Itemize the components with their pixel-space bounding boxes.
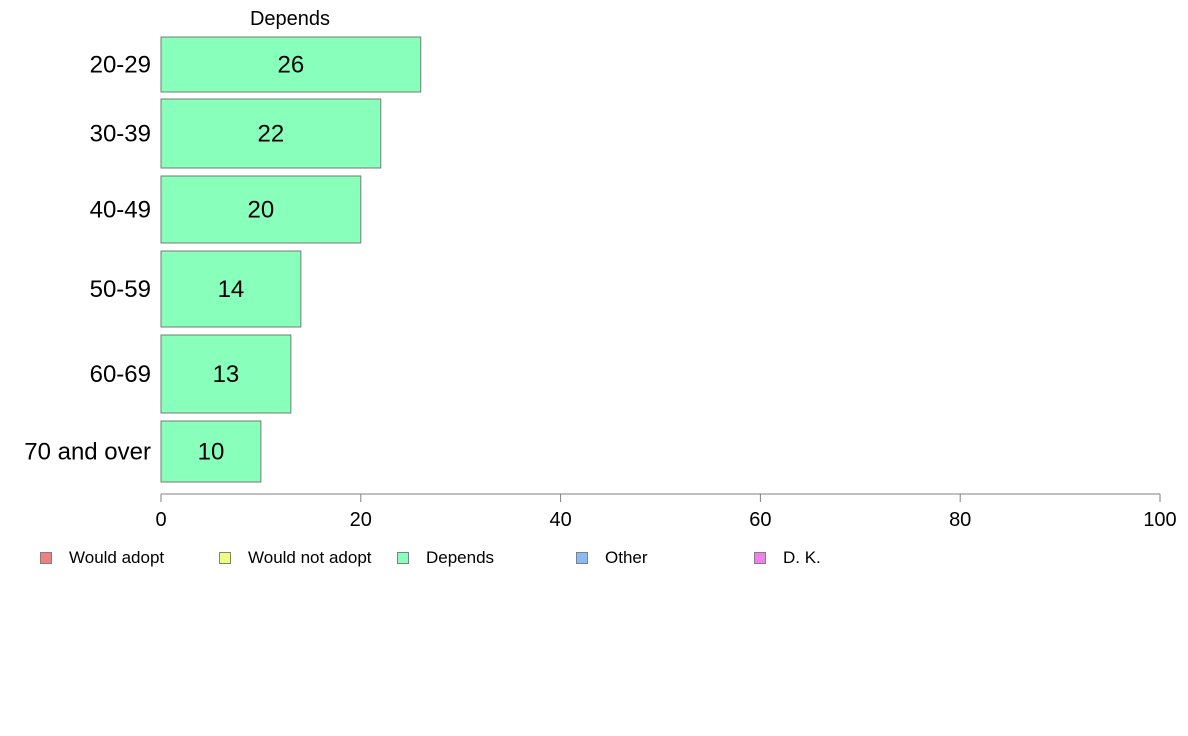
- bar-40-49: [160, 175, 362, 244]
- data-label: 14: [218, 276, 245, 303]
- data-label: 26: [278, 52, 305, 79]
- x-tick-label: 40: [549, 509, 571, 531]
- x-tick-label: 80: [949, 509, 971, 531]
- legend-swatch: [40, 552, 52, 564]
- bar-60-69: [160, 334, 292, 414]
- legend-swatch: [397, 552, 409, 564]
- x-tick-label: 100: [1143, 509, 1176, 531]
- category-label: 40-49: [90, 197, 151, 224]
- category-label: 70 and over: [24, 439, 151, 466]
- x-tick-label: 60: [749, 509, 771, 531]
- legend-item-other: Other: [576, 546, 648, 570]
- legend-swatch: [754, 552, 766, 564]
- legend-label: Would adopt: [69, 548, 165, 567]
- chart-title: Depends: [250, 8, 330, 30]
- legend-label: Would not adopt: [248, 548, 372, 567]
- bar-20-29: [160, 36, 422, 93]
- category-label: 60-69: [90, 361, 151, 388]
- bar-chart: Depends 26 20-29 22 30-39 20 40-49 14 50-59 13 60…: [24, 8, 1176, 531]
- legend-label: Depends: [426, 548, 495, 567]
- legend-item-would-adopt: Would adopt: [40, 546, 164, 570]
- bar-70-and-over: [160, 420, 262, 483]
- category-label: 50-59: [90, 276, 151, 303]
- legend-swatch: [219, 552, 231, 564]
- category-label: 30-39: [90, 121, 151, 148]
- legend-item-dk: D. K.: [754, 546, 821, 570]
- data-label: 20: [248, 197, 275, 224]
- legend-swatch: [576, 552, 588, 564]
- data-label: 22: [258, 121, 285, 148]
- x-tick-label: 20: [350, 509, 372, 531]
- legend-item-depends: Depends: [397, 546, 494, 570]
- legend-item-would-not-adopt: Would not adopt: [219, 546, 372, 570]
- data-label: 10: [198, 439, 225, 466]
- legend-label: Other: [605, 548, 648, 567]
- bar-50-59: [160, 250, 302, 328]
- data-label: 13: [213, 361, 240, 388]
- legend-label: D. K.: [783, 548, 821, 567]
- legend: Would adopt Would not adopt Depends Othe…: [0, 546, 1188, 570]
- category-label: 20-29: [90, 52, 151, 79]
- x-tick-label: 0: [155, 509, 166, 531]
- bar-30-39: [160, 98, 382, 169]
